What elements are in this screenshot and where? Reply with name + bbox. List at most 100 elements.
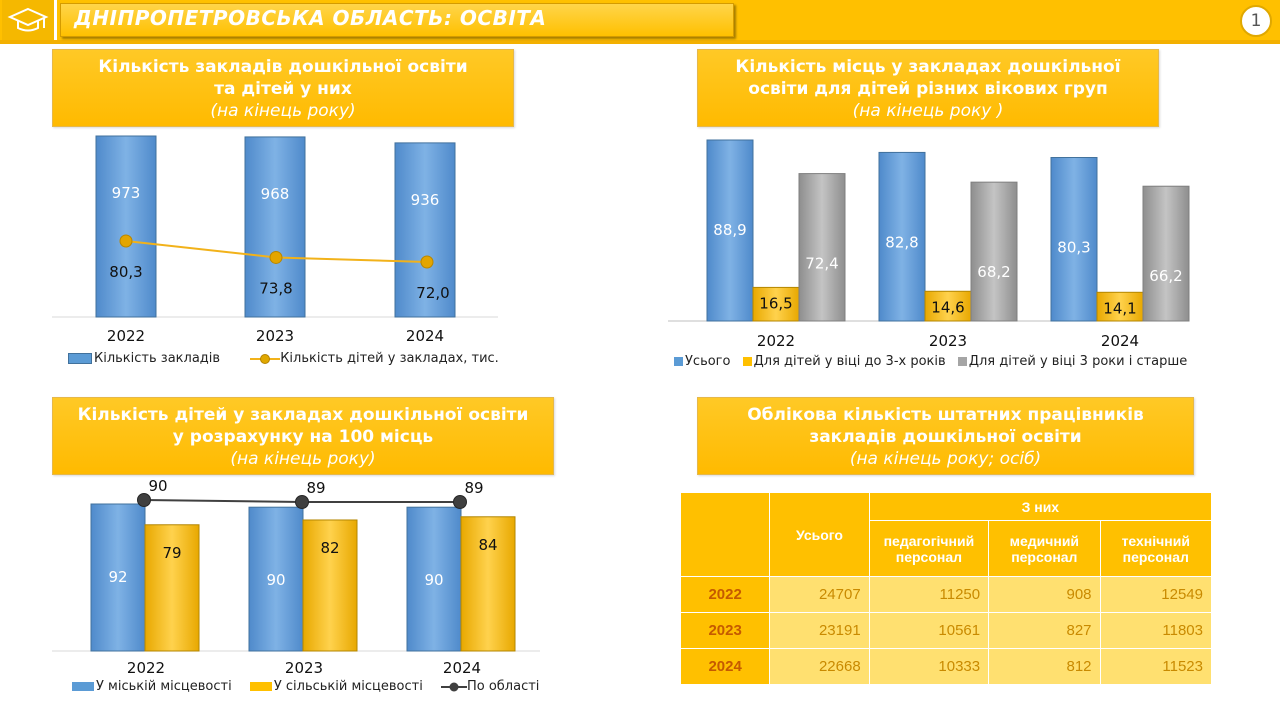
legend-swatch-gold (249, 682, 272, 691)
bar-3plus (798, 173, 846, 322)
chart-preschool-institutions: 973 2022 968 2023 936 2024 80,3 73,8 72,0 (52, 135, 498, 345)
bar-rural (302, 519, 358, 652)
legend-swatch-blue (72, 682, 94, 691)
bar-label: 82 (320, 539, 339, 557)
bar-institutions (244, 136, 306, 318)
bar-label: 14,1 (1103, 299, 1136, 317)
line-label: 73,8 (259, 279, 292, 297)
table-header-pedagogical: педагогічний персонал (868, 520, 990, 577)
bar-label: 88,9 (713, 221, 746, 239)
bar-label: 90 (424, 571, 443, 589)
legend-label: Кількість закладів (94, 351, 221, 366)
table-row: 2022 24707 11250 908 12549 (679, 576, 1213, 613)
legend-swatch-blue (68, 353, 92, 364)
chart3-legend: У міській місцевості У сільській місцево… (72, 679, 539, 694)
cell-pedagogical: 10333 (868, 648, 990, 685)
legend-swatch-blue (674, 357, 683, 366)
cell-medical: 827 (988, 612, 1101, 649)
bar-3plus (970, 181, 1018, 322)
x-tick-label: 2022 (127, 659, 165, 677)
bar-urban (248, 506, 304, 652)
legend-label: Для дітей у віці 3 роки і старше (968, 354, 1188, 369)
section-title-line1: Кількість місць у закладах дошкільної (735, 57, 1121, 77)
line-point (420, 255, 434, 269)
x-tick-label: 2023 (256, 327, 294, 345)
bar-label: 84 (478, 536, 497, 554)
bar-institutions (394, 142, 456, 318)
line-label: 80,3 (109, 263, 142, 281)
table-header-technical: технічний персонал (1099, 520, 1213, 577)
table-header-total: Усього (769, 492, 870, 577)
bar-institutions (95, 135, 157, 318)
legend-item-total: Усього (674, 354, 730, 369)
bar-label: 973 (112, 184, 141, 202)
section-title-line2: у розрахунку на 100 місць (172, 427, 434, 447)
table-row: 2024 22668 10333 812 11523 (679, 648, 1213, 685)
legend-label: По області (466, 679, 540, 694)
page-number: 1 (1240, 5, 1272, 37)
x-tick-label: 2024 (1101, 332, 1139, 350)
bar-label: 66,2 (1149, 267, 1182, 285)
bar-under3 (752, 286, 800, 322)
bar-label: 968 (261, 185, 290, 203)
table-corner-cell (679, 492, 771, 577)
legend-label: Усього (685, 354, 731, 369)
section-title-line2: закладів дошкільної освіти (809, 427, 1082, 447)
bar-label: 72,4 (805, 255, 838, 273)
bar-under3 (1096, 291, 1144, 322)
bar-3plus (1142, 185, 1190, 322)
legend-swatch-gold (742, 357, 752, 366)
section-title-preschool-count: Кількість закладів дошкільної освіти та … (52, 49, 514, 127)
row-year: 2024 (679, 648, 771, 685)
x-tick-label: 2023 (929, 332, 967, 350)
bar-label: 79 (162, 544, 181, 562)
line-point (269, 250, 283, 264)
section-subtitle: (на кінець року ) (852, 101, 1004, 121)
bar-label: 80,3 (1057, 239, 1090, 257)
legend-line-marker-gold (250, 353, 281, 364)
legend-item-urban: У міській місцевості (72, 679, 232, 694)
x-tick-label: 2022 (107, 327, 145, 345)
table-row: 2023 23191 10561 827 11803 (679, 612, 1213, 649)
table-header-medical: медичний персонал (988, 520, 1101, 577)
x-tick-label: 2024 (443, 659, 481, 677)
legend-line-marker-dark (440, 682, 467, 691)
section-title-line1: Облікова кількість штатних працівників (747, 405, 1144, 425)
row-year: 2023 (679, 612, 771, 649)
bar-under3 (924, 290, 972, 322)
cell-technical: 11803 (1099, 612, 1213, 649)
legend-item-under3: Для дітей у віці до 3-х років (742, 354, 946, 369)
section-title-children-per-100: Кількість дітей у закладах дошкільної ос… (52, 397, 554, 475)
cell-medical: 908 (988, 576, 1101, 613)
chart-children-per-100-places: 92 90 90 79 82 84 90 89 89 2022 2023 2024 (52, 477, 540, 677)
line-point (295, 495, 309, 509)
line-point (119, 234, 133, 248)
section-title-staff-count: Облікова кількість штатних працівників з… (697, 397, 1194, 475)
line-label: 89 (306, 479, 325, 497)
bar-urban (90, 503, 146, 652)
bar-label: 16,5 (759, 294, 792, 312)
bar-label: 90 (266, 571, 285, 589)
legend-item-institutions: Кількість закладів (68, 351, 220, 366)
cell-total: 22668 (769, 648, 870, 685)
bar-rural (460, 516, 516, 652)
graduation-cap-icon (2, 0, 57, 40)
line-point (137, 493, 151, 507)
line-label: 89 (464, 479, 483, 497)
bar-label: 82,8 (885, 233, 918, 251)
legend-label: Для дітей у віці до 3-х років (753, 354, 946, 369)
legend-label: У міській місцевості (96, 679, 232, 694)
section-title-places-by-age: Кількість місць у закладах дошкільної ос… (697, 49, 1159, 127)
bar-total (1050, 157, 1098, 322)
bar-label: 68,2 (977, 263, 1010, 281)
chart1-legend: Кількість закладів Кількість дітей у зак… (68, 351, 499, 366)
x-tick-label: 2024 (406, 327, 444, 345)
legend-label: Кількість дітей у закладах, тис. (280, 351, 499, 366)
x-tick-label: 2022 (757, 332, 795, 350)
cell-pedagogical: 11250 (868, 576, 990, 613)
line-label: 90 (148, 477, 167, 495)
x-tick-label: 2023 (285, 659, 323, 677)
chart2-legend: Усього Для дітей у віці до 3-х років Для… (674, 354, 1187, 369)
page-title: ДНІПРОПЕТРОВСЬКА ОБЛАСТЬ: ОСВІТА (74, 6, 547, 30)
staff-table: Усього З них педагогічний персонал медич… (679, 492, 1213, 685)
